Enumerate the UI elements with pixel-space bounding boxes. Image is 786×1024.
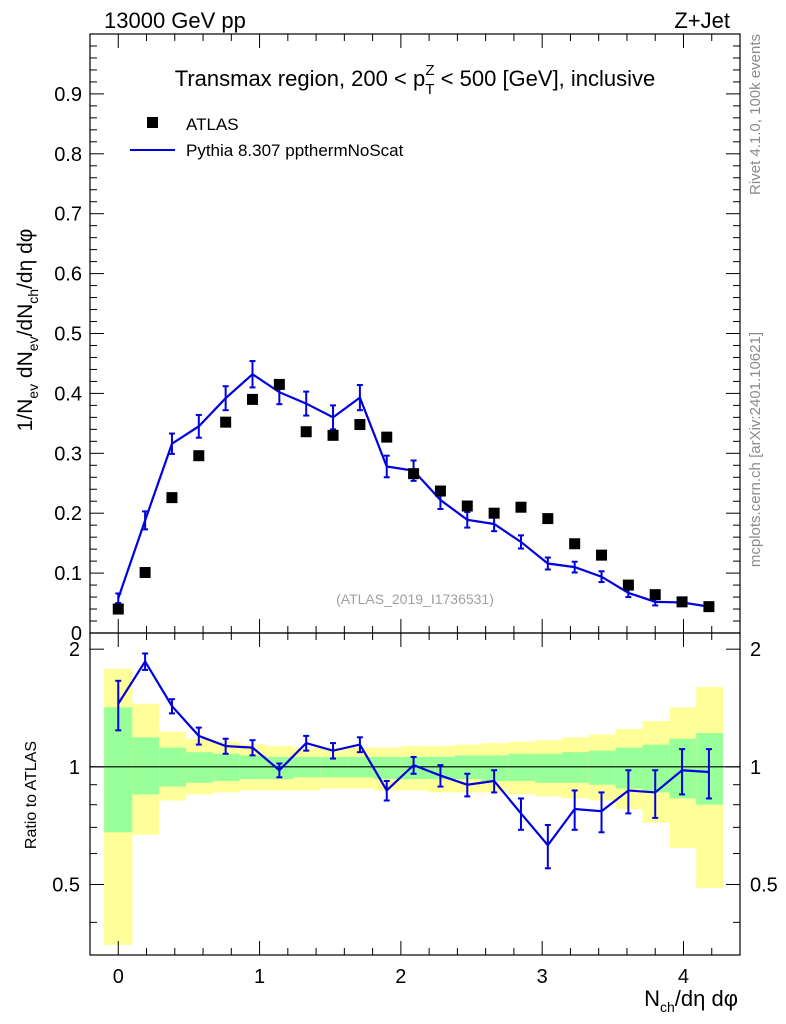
ratio-plot-data	[115, 652, 712, 870]
band-inner-bin	[561, 752, 589, 783]
xtick-label: 1	[254, 966, 265, 988]
atlas-data-point	[354, 419, 366, 431]
main-title-pre: Transmax region, 200 < p	[175, 66, 426, 91]
x-axis-label: Nch/dη dφ	[644, 986, 738, 1015]
ratio-ytick-label-left: 0.5	[52, 874, 80, 896]
atlas-data-point	[327, 429, 339, 441]
ratio-uncertainty-bands	[104, 668, 724, 946]
main-ytick-label: 0.2	[54, 503, 82, 525]
main-ytick-label: 0.1	[54, 563, 82, 585]
atlas-data-point	[622, 579, 634, 591]
band-inner-bin	[186, 752, 213, 783]
atlas-data-point	[676, 596, 688, 608]
main-ytick-label: 0.3	[54, 443, 82, 465]
main-ytick-label: 0.7	[54, 204, 82, 226]
ylabel-sub-ch: ch	[25, 289, 41, 304]
header-right: Z+Jet	[674, 8, 730, 33]
ratio-ytick-label-left: 1	[69, 757, 80, 779]
main-ytick-label: 0.6	[54, 264, 82, 286]
atlas-data-point	[434, 485, 446, 497]
xtick-label: 2	[395, 966, 406, 988]
band-inner-bin	[535, 753, 562, 783]
main-title-sup: Z	[425, 62, 434, 79]
atlas-data-point	[596, 549, 608, 561]
atlas-data-point	[542, 513, 554, 525]
main-ytick-label: 0	[71, 623, 82, 645]
atlas-data-point	[381, 431, 393, 443]
atlas-data-point	[488, 507, 500, 519]
side-label-top: Rivet 4.1.0, 100k events	[747, 34, 764, 195]
band-inner-bin	[588, 750, 616, 785]
xtick-label: 4	[678, 966, 689, 988]
xtick-label: 0	[113, 966, 124, 988]
atlas-data-point	[515, 501, 527, 513]
main-title: Transmax region, 200 < pTZ < 500 [GeV], …	[175, 62, 656, 98]
ratio-frame	[89, 632, 741, 956]
ylabel-sub-ev: ev	[25, 384, 41, 399]
ratio-y-label: Ratio to ATLAS	[23, 741, 40, 849]
atlas-data-point	[139, 567, 151, 579]
main-y-label: 1/Nev dNev/dNch/dη dφ	[14, 229, 41, 432]
main-plot-data	[112, 360, 715, 615]
atlas-data-point	[300, 426, 312, 438]
analysis-watermark: (ATLAS_2019_I1736531)	[336, 591, 494, 607]
atlas-data-point	[461, 500, 473, 512]
legend-label-atlas: ATLAS	[186, 115, 239, 134]
side-label-bottom: mcplots.cern.ch [arXiv:2401.10621]	[747, 332, 764, 567]
header-left: 13000 GeV pp	[104, 8, 246, 33]
band-inner-bin	[374, 756, 401, 780]
ratio-ytick-label-left: 2	[69, 639, 80, 661]
atlas-data-point	[569, 538, 581, 550]
main-ytick-label: 0.4	[54, 383, 82, 405]
main-ytick-label: 0.8	[54, 144, 82, 166]
atlas-data-point	[273, 378, 285, 390]
atlas-data-point	[703, 601, 715, 613]
ylabel-sub-ev2: ev	[25, 336, 41, 351]
xlabel-sub-ch: ch	[660, 999, 675, 1015]
atlas-data-point	[649, 589, 661, 601]
ratio-ytick-label-right: 2	[750, 639, 761, 661]
atlas-data-point	[166, 492, 178, 504]
band-inner-bin	[132, 737, 160, 795]
legend-marker-atlas	[147, 117, 158, 128]
ratio-ytick-label-right: 0.5	[750, 874, 778, 896]
xtick-label: 3	[537, 966, 548, 988]
atlas-data-point	[408, 468, 420, 480]
main-title-sub: T	[425, 81, 434, 98]
atlas-data-point	[247, 393, 258, 405]
atlas-data-point	[112, 603, 124, 615]
main-ytick-label: 0.9	[54, 84, 82, 106]
ratio-ytick-label-right: 1	[750, 757, 761, 779]
main-ytick-label: 0.5	[54, 324, 82, 346]
atlas-data-point	[220, 416, 232, 428]
legend-label-mc: Pythia 8.307 ppthermNoScat	[186, 141, 404, 160]
atlas-data-point	[193, 450, 205, 462]
main-title-post: < 500 [GeV], inclusive	[435, 66, 656, 91]
mc-line	[117, 372, 710, 608]
